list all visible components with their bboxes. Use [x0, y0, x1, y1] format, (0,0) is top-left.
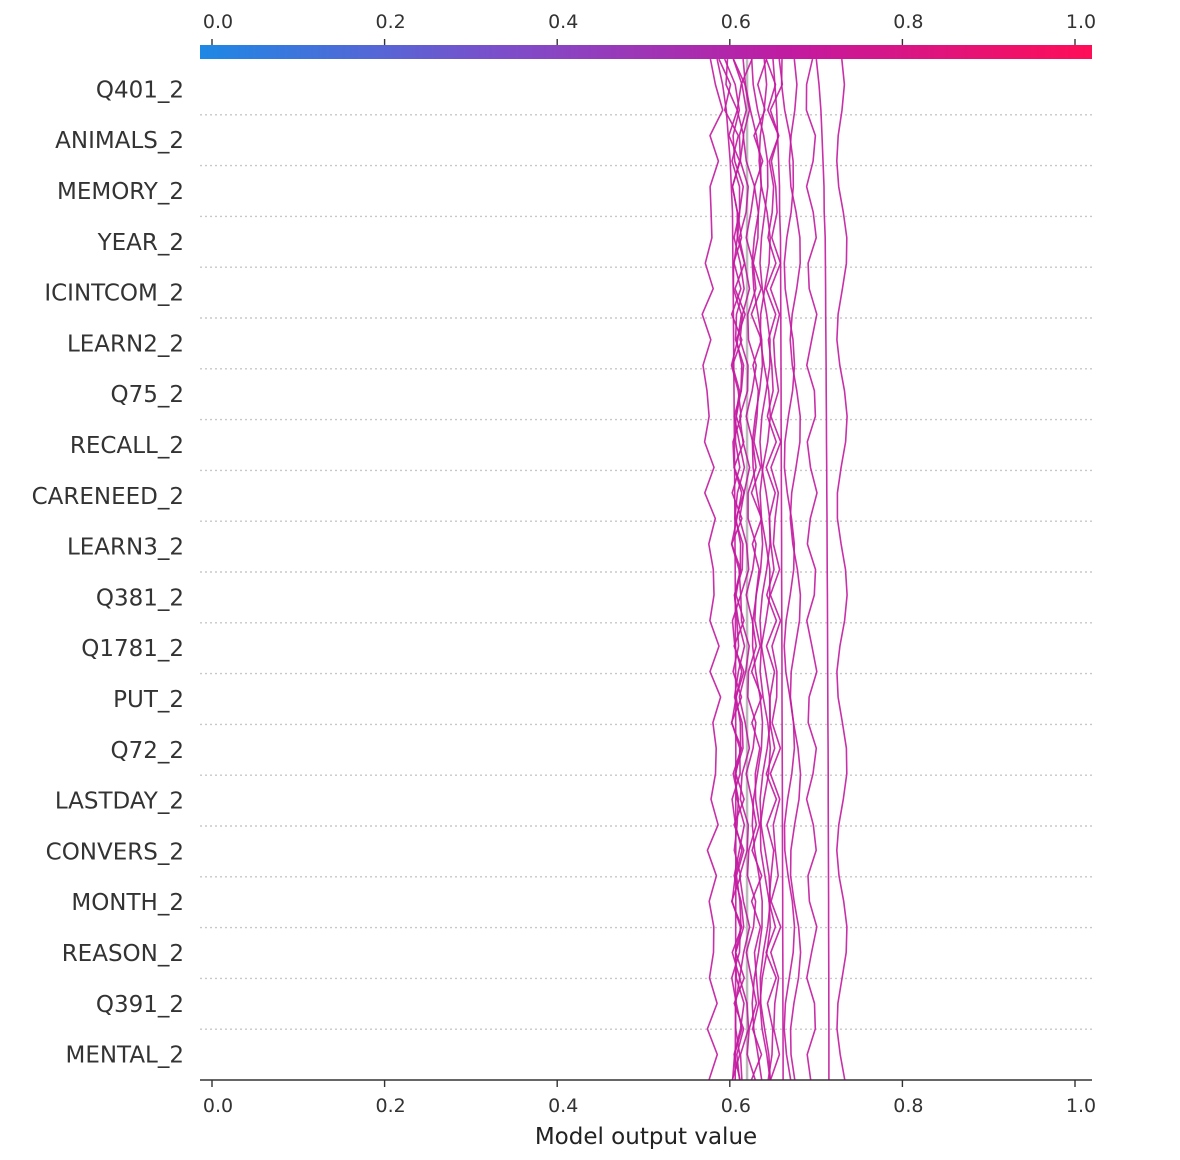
top-tick-label: 0.2 — [375, 11, 405, 33]
top-tick-label: 0.0 — [203, 11, 233, 33]
decision-line — [780, 58, 796, 1081]
top-tick-label: 1.0 — [1066, 11, 1096, 33]
x-tick-label: 0.0 — [203, 1095, 233, 1117]
decision-line — [732, 58, 751, 1081]
x-tick-label: 0.8 — [893, 1095, 923, 1117]
decision-line — [742, 58, 764, 1081]
x-tick-label: 0.4 — [548, 1095, 578, 1117]
top-tick-labels: 0.0 0.2 0.4 0.6 0.8 1.0 — [203, 11, 1096, 45]
decision-line — [815, 58, 830, 1080]
feature-label: PUT_2 — [113, 687, 184, 713]
feature-label: MEMORY_2 — [57, 179, 184, 205]
feature-label: MENTAL_2 — [65, 1043, 184, 1069]
decision-line — [723, 58, 746, 1081]
x-tick-label: 0.6 — [721, 1095, 751, 1117]
feature-label: RECALL_2 — [70, 433, 184, 459]
feature-label: Q381_2 — [96, 585, 184, 611]
x-axis-title: Model output value — [535, 1124, 757, 1150]
colorbar — [200, 45, 1092, 59]
x-tick-label: 1.0 — [1066, 1095, 1096, 1117]
decision-line — [805, 58, 818, 1081]
top-tick-label: 0.8 — [893, 11, 923, 33]
feature-label: REASON_2 — [62, 941, 184, 967]
decision-line — [750, 58, 768, 1081]
decision-line — [765, 58, 782, 1081]
feature-label: ANIMALS_2 — [55, 128, 184, 154]
feature-label: CONVERS_2 — [46, 839, 184, 865]
decision-line — [835, 58, 848, 1081]
feature-label: LEARN2_2 — [67, 331, 184, 357]
decision-line — [701, 58, 724, 1081]
top-tick-label: 0.6 — [721, 11, 751, 33]
feature-label: Q391_2 — [96, 992, 184, 1018]
feature-label: Q75_2 — [110, 382, 184, 408]
feature-label: YEAR_2 — [97, 230, 184, 256]
x-tick-label: 0.2 — [375, 1095, 405, 1117]
feature-label: Q1781_2 — [81, 636, 184, 662]
top-tick-label: 0.4 — [548, 11, 578, 33]
feature-label: CARENEED_2 — [32, 484, 184, 510]
x-axis: 0.0 0.2 0.4 0.6 0.8 1.0 — [200, 1079, 1096, 1117]
feature-label: LEARN3_2 — [67, 535, 184, 561]
decision-line — [788, 58, 802, 1081]
feature-label: Q72_2 — [110, 738, 184, 764]
feature-label: ICINTCOM_2 — [44, 281, 184, 307]
decision-line — [772, 58, 784, 1080]
colorbar-gradient — [200, 45, 1092, 59]
feature-label: Q401_2 — [96, 77, 184, 103]
feature-labels: Q401_2 ANIMALS_2 MEMORY_2 YEAR_2 ICINTCOM_2 L… — [32, 77, 184, 1068]
feature-label: MONTH_2 — [71, 890, 184, 916]
grid-layer — [200, 114, 1092, 1030]
decision-lines — [701, 58, 848, 1081]
decision-line — [758, 58, 772, 1081]
decision-line — [716, 58, 737, 1081]
feature-label: LASTDAY_2 — [55, 789, 184, 815]
